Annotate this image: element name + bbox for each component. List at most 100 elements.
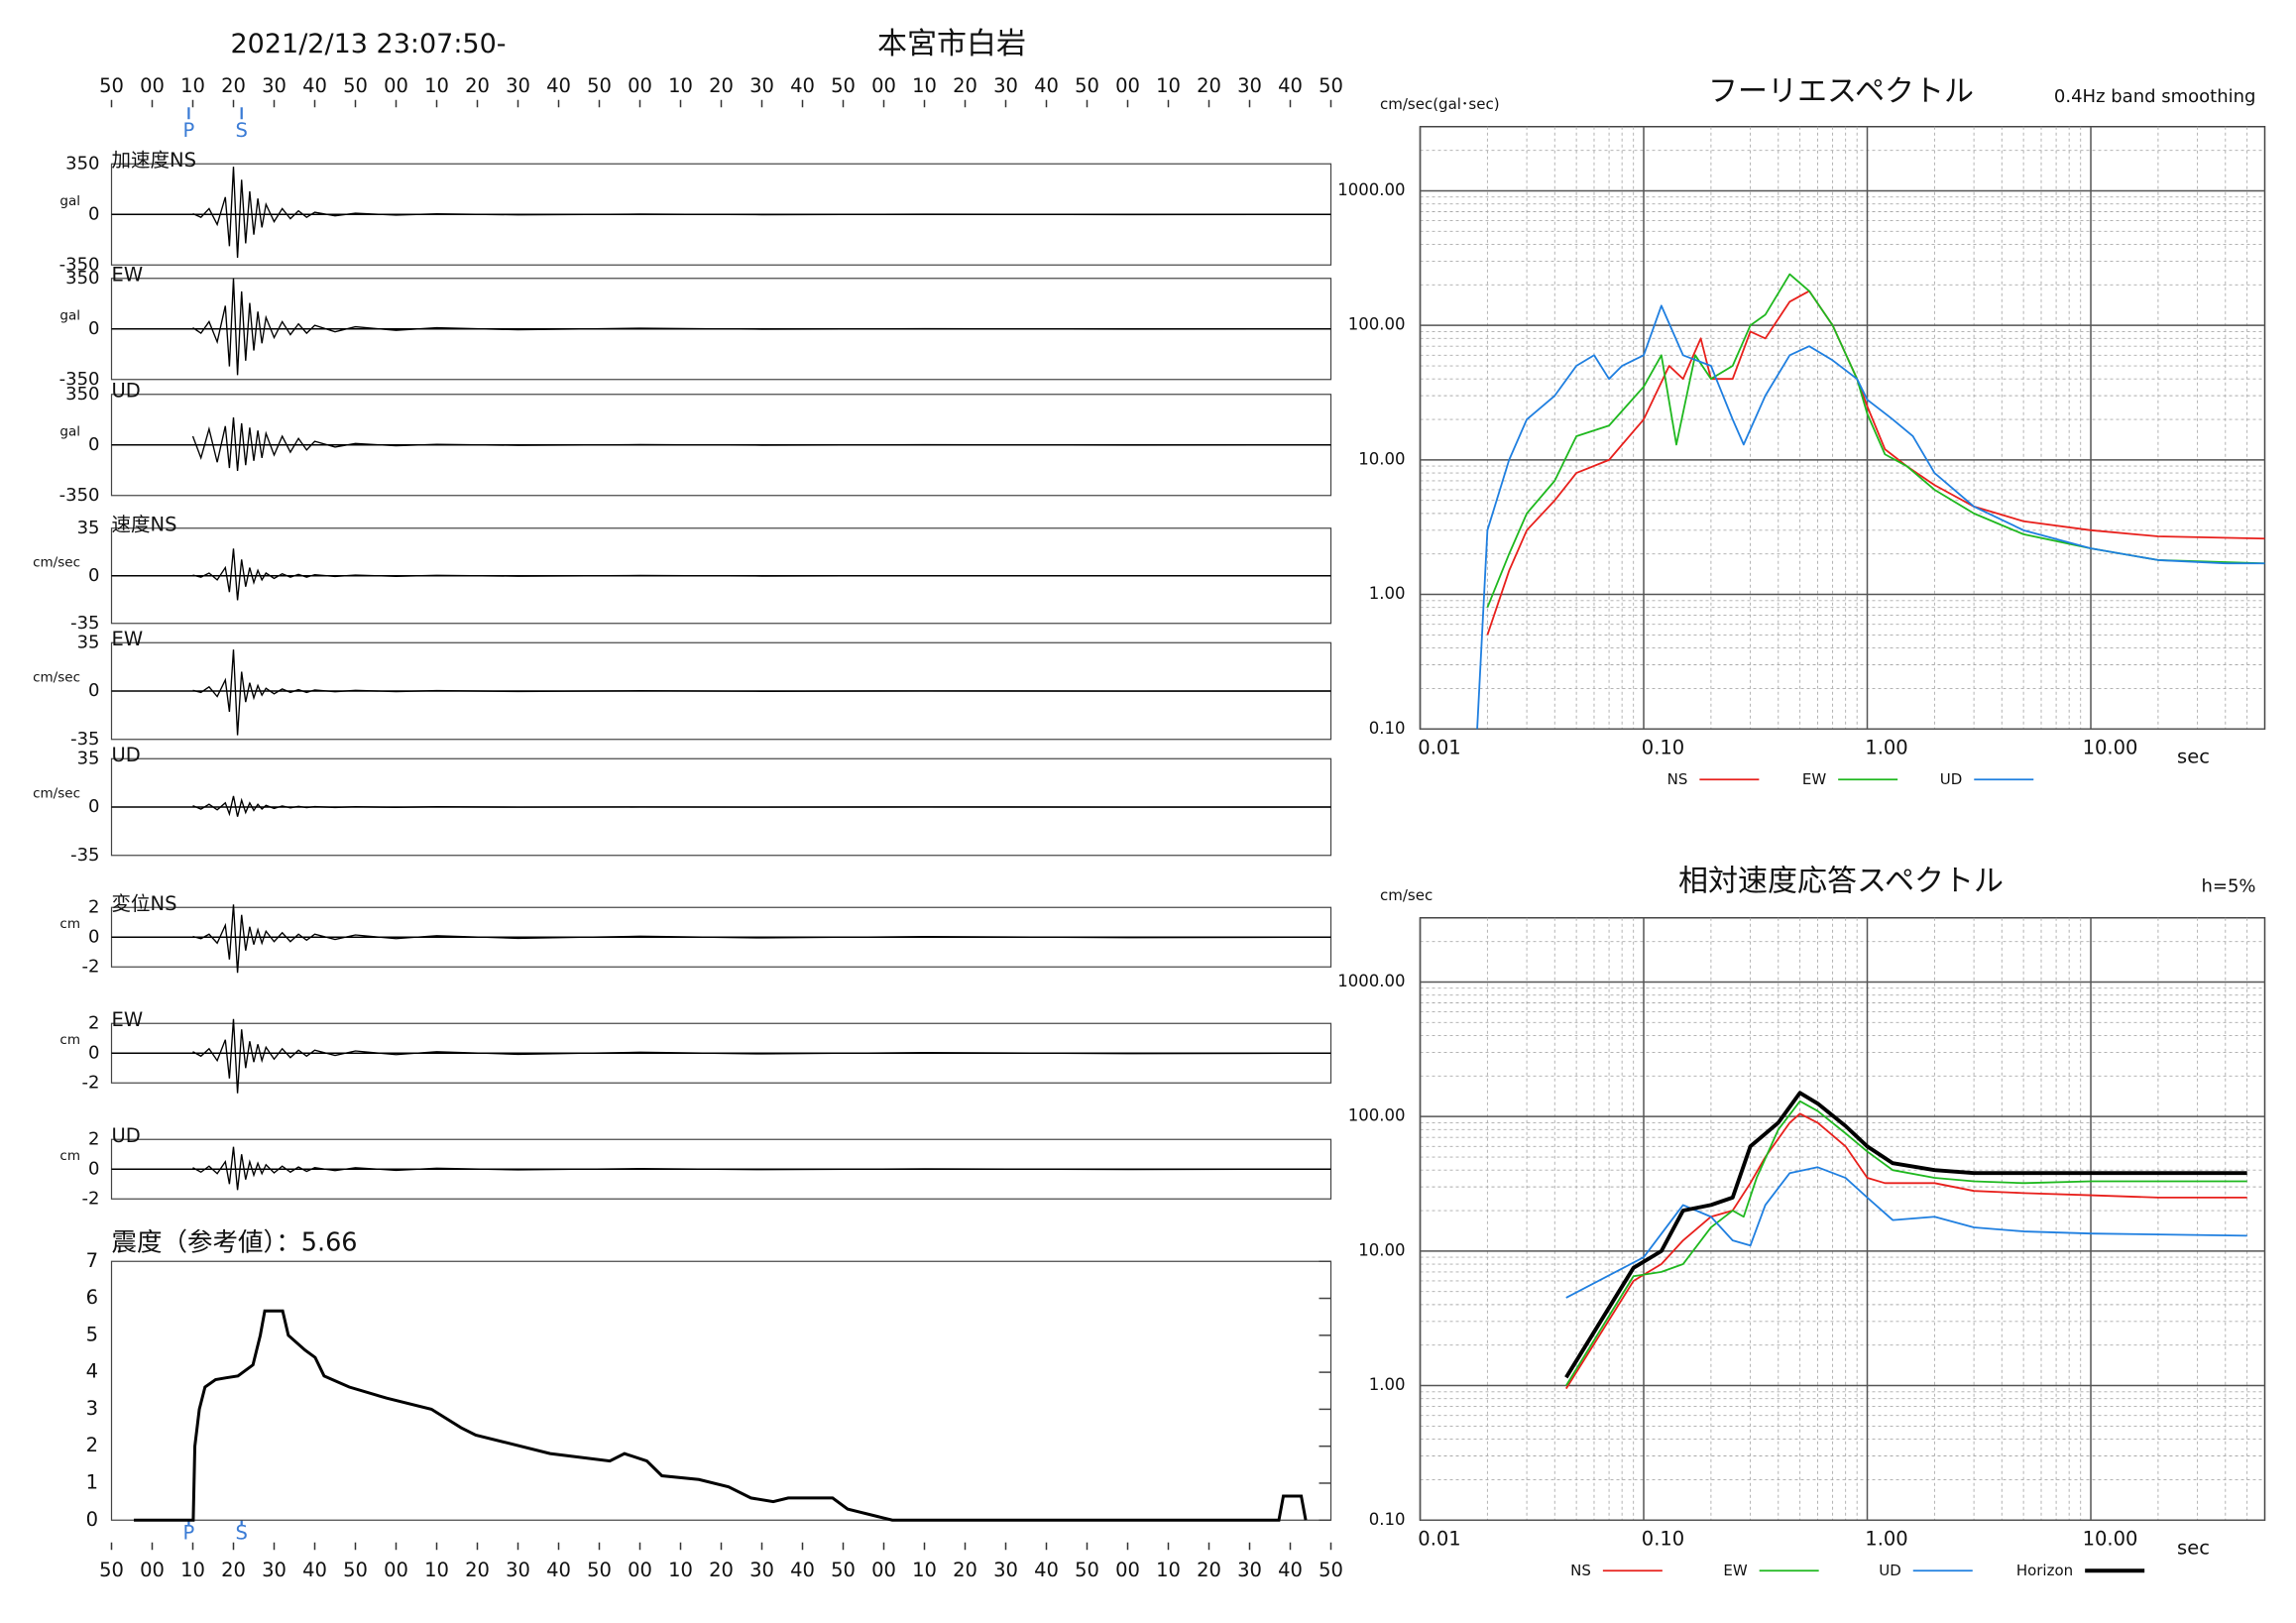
y-tick-label: 6 (86, 1286, 98, 1309)
x-tick-label: 0.10 (1642, 1527, 1684, 1550)
time-tick-label: 30 (993, 1559, 1018, 1581)
time-tick-label: 50 (831, 1559, 856, 1581)
station: 本宮市白岩 (877, 27, 1026, 61)
time-tick-label: 40 (790, 74, 815, 97)
time-tick-label: 30 (1237, 1559, 1262, 1581)
y-tick-label: 3 (86, 1397, 98, 1420)
series-line (1476, 304, 2265, 730)
unit-label: cm (59, 1032, 80, 1048)
phase-label: S (236, 1521, 248, 1544)
unit-label: cm (59, 1148, 80, 1164)
time-tick-label: 10 (424, 1559, 449, 1581)
time-tick-label: 10 (424, 74, 449, 97)
time-tick-label: 00 (1115, 1559, 1140, 1581)
legend-label: UD (1879, 1562, 1901, 1579)
series-line (1564, 1091, 2247, 1379)
y-tick-label: 2 (88, 1012, 99, 1033)
y-tick-label: 0 (86, 1508, 98, 1531)
time-tick-label: 00 (140, 1559, 165, 1581)
x-tick-label: 0.10 (1642, 736, 1684, 758)
y-tick-label: 4 (86, 1360, 98, 1383)
y-tick-label: -2 (82, 956, 100, 977)
time-tick-label: 50 (99, 74, 124, 97)
y-tick-label: -35 (70, 845, 99, 866)
time-tick-label: 00 (1115, 74, 1140, 97)
waveform (192, 1146, 1331, 1191)
panel-title: 加速度NS (112, 149, 196, 172)
y-tick-label: 1.00 (1369, 584, 1406, 603)
legend-label: Horizon (2016, 1562, 2073, 1579)
panel-title: EW (112, 263, 144, 286)
phase-label: P (183, 119, 195, 142)
plot-frame (1419, 125, 2266, 730)
time-tick-label: 30 (749, 1559, 774, 1581)
phase-label: P (183, 1521, 195, 1544)
series-line (1565, 1112, 2247, 1390)
time-tick-label: 20 (1197, 74, 1221, 97)
x-tick-label: 0.01 (1418, 736, 1460, 758)
y-tick-label: 35 (77, 632, 100, 652)
time-tick-label: 10 (1156, 74, 1181, 97)
time-tick-label: 10 (912, 74, 937, 97)
y-tick-label: 2 (86, 1434, 98, 1456)
y-tick-label: -2 (82, 1188, 100, 1209)
time-tick-label: 00 (384, 1559, 408, 1581)
intensity-line (134, 1309, 1308, 1522)
y-tick-label: 2 (88, 896, 99, 917)
chart-subtitle: 0.4Hz band smoothing (2054, 86, 2256, 107)
y-tick-label: 0 (88, 926, 99, 947)
legend-label: NS (1570, 1562, 1591, 1579)
time-tick-label: 20 (709, 1559, 734, 1581)
time-tick-label: 40 (1278, 74, 1303, 97)
series-line (1486, 290, 2265, 636)
y-tick-label: 10.00 (1358, 449, 1405, 468)
time-tick-label: 40 (1034, 74, 1059, 97)
time-tick-label: 40 (302, 1559, 327, 1581)
series-line (1486, 273, 2265, 609)
time-tick-label: 10 (180, 1559, 205, 1581)
time-tick-label: 20 (465, 1559, 490, 1581)
time-tick-label: 10 (1156, 1559, 1181, 1581)
time-tick-label: 20 (709, 74, 734, 97)
datetime: 2021/2/13 23:07:50- (231, 29, 507, 59)
legend-label: UD (1940, 770, 1963, 788)
time-tick-label: 50 (587, 1559, 612, 1581)
time-tick-label: 00 (628, 74, 652, 97)
time-tick-label: 40 (1034, 1559, 1059, 1581)
time-tick-label: 30 (506, 74, 530, 97)
time-tick-label: 10 (912, 1559, 937, 1581)
y-tick-label: 0 (88, 680, 99, 701)
time-tick-label: 00 (140, 74, 165, 97)
time-tick-label: 50 (1319, 74, 1343, 97)
phase-label: S (236, 119, 248, 142)
unit-label: gal (59, 423, 80, 439)
y-tick-label: 100.00 (1348, 1106, 1406, 1125)
time-tick-label: 20 (953, 1559, 977, 1581)
time-tick-label: 10 (668, 1559, 693, 1581)
y-tick-label: 0.10 (1369, 719, 1406, 738)
y-tick-label: 35 (77, 518, 100, 538)
y-tick-label: 10.00 (1358, 1240, 1405, 1259)
waveform (192, 904, 1331, 974)
plot-frame (1419, 917, 2266, 1521)
time-tick-label: 40 (302, 74, 327, 97)
time-tick-label: 20 (953, 74, 977, 97)
time-tick-label: 00 (871, 1559, 896, 1581)
y-tick-label: 350 (65, 268, 99, 289)
y-tick-label: 100.00 (1348, 315, 1406, 334)
series-line (1565, 1166, 2247, 1299)
time-tick-label: 20 (221, 1559, 246, 1581)
chart-title: フーリエスペクトル (1708, 74, 1974, 109)
y-tick-label: 0 (88, 203, 99, 224)
y-tick-label: -35 (70, 613, 99, 634)
unit-label: cm/sec (33, 786, 80, 802)
waveform (192, 167, 1331, 258)
y-axis-label: cm/sec(gal･sec) (1380, 95, 1500, 113)
time-tick-label: 40 (546, 1559, 571, 1581)
panel-title: EW (112, 628, 144, 650)
y-tick-label: -350 (59, 369, 100, 390)
y-tick-label: 350 (65, 153, 99, 174)
panel-title: 変位NS (112, 892, 177, 915)
time-tick-label: 50 (1075, 1559, 1099, 1581)
